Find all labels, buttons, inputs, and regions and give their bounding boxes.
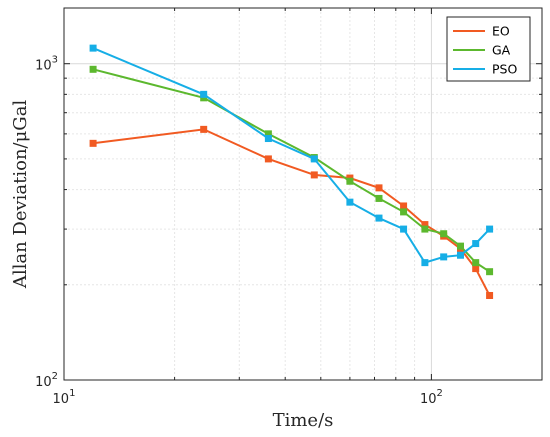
data-point-eo: [264, 155, 272, 163]
data-point-pso: [200, 90, 208, 98]
x-tick-label: 101: [53, 388, 76, 407]
data-point-ga: [440, 230, 448, 238]
data-point-ga: [472, 259, 480, 267]
data-point-ga: [486, 268, 494, 276]
data-point-pso: [310, 155, 318, 163]
axes-box: [63, 7, 543, 381]
data-point-eo: [421, 221, 429, 229]
data-point-pso: [440, 253, 448, 261]
data-point-pso: [421, 259, 429, 267]
y-axis-label: Allan Deviation/μGal: [10, 100, 31, 290]
data-point-ga: [400, 208, 408, 216]
x-axis-label: Time/s: [273, 410, 334, 431]
data-point-eo: [310, 171, 318, 179]
data-point-eo: [200, 125, 208, 133]
legend-label-pso: PSO: [492, 62, 517, 77]
series-pso: [89, 44, 494, 267]
data-point-pso: [456, 251, 464, 259]
data-point-pso: [486, 225, 494, 233]
y-tick-label: 102: [35, 371, 58, 390]
data-point-eo: [375, 184, 383, 192]
data-point-ga: [375, 194, 383, 202]
legend: EO GA PSO: [446, 16, 531, 82]
data-point-pso: [264, 135, 272, 143]
data-point-pso: [375, 214, 383, 222]
series-layer: [89, 44, 494, 299]
data-point-pso: [89, 44, 97, 52]
data-point-ga: [421, 225, 429, 233]
legend-label-eo: EO: [492, 24, 510, 39]
tick-marks: [63, 8, 543, 381]
x-tick-label: 102: [420, 388, 443, 407]
data-point-ga: [264, 130, 272, 138]
data-point-ga: [456, 242, 464, 250]
y-tick-label: 103: [35, 55, 58, 74]
data-point-pso: [346, 198, 354, 206]
legend-label-ga: GA: [492, 43, 511, 58]
data-point-eo: [486, 291, 494, 299]
data-point-eo: [89, 139, 97, 147]
data-point-eo: [400, 202, 408, 210]
data-point-pso: [400, 225, 408, 233]
data-point-pso: [472, 240, 480, 248]
data-point-ga: [346, 177, 354, 185]
data-point-ga: [89, 65, 97, 73]
data-point-eo: [472, 265, 480, 273]
